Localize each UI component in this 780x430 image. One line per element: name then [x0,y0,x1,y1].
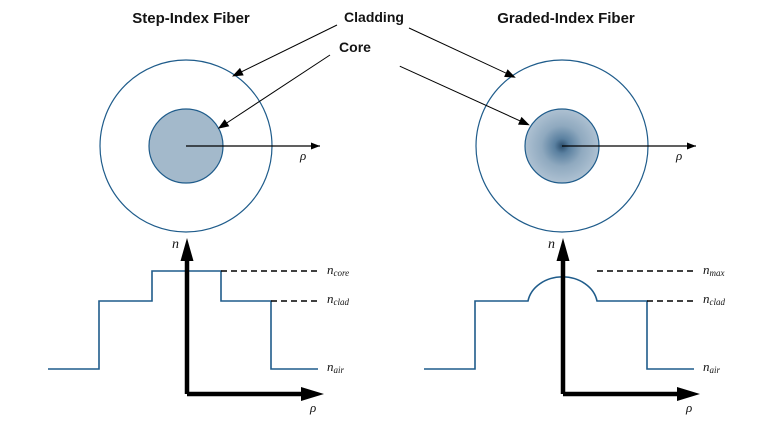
svg-text:Core: Core [339,39,371,55]
svg-text:Step-Index Fiber: Step-Index Fiber [132,10,250,27]
svg-text:ρ: ρ [299,148,306,163]
svg-text:ρ: ρ [685,400,692,415]
svg-text:n: n [172,237,179,252]
svg-text:ρ: ρ [309,400,316,415]
svg-text:Graded-Index Fiber: Graded-Index Fiber [497,10,635,27]
svg-text:n: n [548,237,555,252]
svg-text:Cladding: Cladding [344,9,404,25]
svg-text:ρ: ρ [675,148,682,163]
